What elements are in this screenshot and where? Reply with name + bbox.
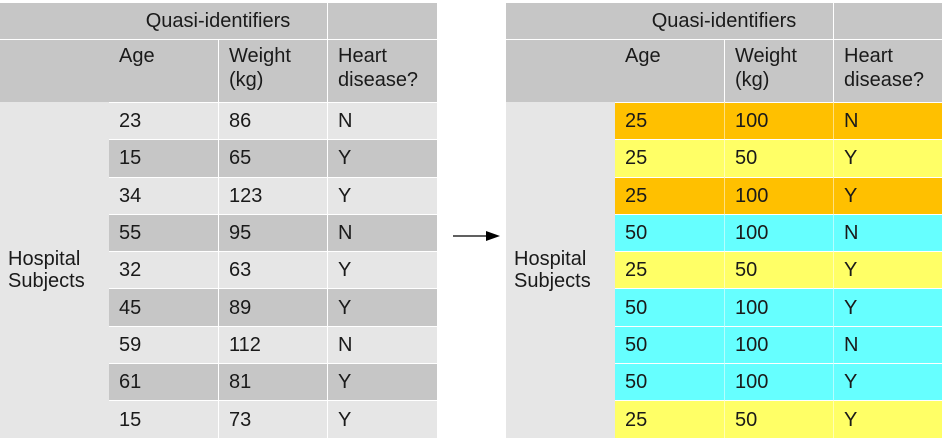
weight-cell: 63: [219, 251, 328, 289]
heart-disease-cell: Y: [834, 251, 942, 289]
weight-cell: 95: [219, 213, 328, 252]
column-header-age: Age: [109, 40, 219, 102]
heart-disease-cell: Y: [328, 363, 437, 401]
age-cell: 50: [615, 288, 725, 326]
heart-disease-cell: Y: [328, 400, 437, 438]
heart-disease-cell: N: [834, 102, 942, 140]
weight-cell: 100: [725, 363, 834, 401]
heart-disease-cell: Y: [834, 139, 942, 177]
heart-disease-cell: Y: [834, 176, 942, 214]
header-blank: [328, 3, 437, 40]
weight-cell: 65: [219, 139, 328, 177]
weight-cell: 89: [219, 288, 328, 326]
heart-disease-cell: Y: [328, 139, 437, 177]
anonymized-table: Quasi-identifiers Age Weight (kg) Heart dis…: [506, 3, 942, 438]
heart-disease-cell: Y: [328, 176, 437, 214]
heart-disease-cell: Y: [328, 251, 437, 289]
age-cell: 45: [109, 288, 219, 326]
age-cell: 23: [109, 102, 219, 140]
heart-disease-cell: N: [328, 213, 437, 252]
row-group-label: Hospital Subjects: [0, 102, 109, 438]
weight-cell: 81: [219, 363, 328, 401]
age-cell: 59: [109, 325, 219, 364]
row-group-label: Hospital Subjects: [506, 102, 615, 438]
heart-disease-cell: N: [328, 325, 437, 364]
weight-cell: 86: [219, 102, 328, 140]
age-cell: 25: [615, 251, 725, 289]
heart-disease-cell: N: [328, 102, 437, 140]
age-cell: 25: [615, 139, 725, 177]
original-table: Quasi-identifiers Age Weight (kg) Heart dis…: [0, 3, 437, 438]
header-corner-lower: [506, 40, 615, 102]
header-corner: [506, 3, 615, 40]
weight-cell: 50: [725, 251, 834, 289]
column-header-age: Age: [615, 40, 725, 102]
weight-cell: 123: [219, 176, 328, 214]
weight-cell: 100: [725, 213, 834, 252]
header-blank: [834, 3, 942, 40]
age-cell: 15: [109, 139, 219, 177]
age-cell: 15: [109, 400, 219, 438]
column-header-heart-disease: Heart disease?: [834, 40, 942, 102]
heart-disease-cell: Y: [834, 288, 942, 326]
right-arrow-icon: [453, 231, 500, 241]
age-cell: 50: [615, 325, 725, 364]
column-header-weight: Weight (kg): [725, 40, 834, 102]
column-header-weight: Weight (kg): [219, 40, 328, 102]
column-header-heart-disease: Heart disease?: [328, 40, 437, 102]
age-cell: 50: [615, 363, 725, 401]
heart-disease-cell: N: [834, 325, 942, 364]
weight-cell: 100: [725, 288, 834, 326]
weight-cell: 73: [219, 400, 328, 438]
heart-disease-cell: N: [834, 213, 942, 252]
quasi-identifiers-header: Quasi-identifiers: [615, 3, 834, 40]
weight-cell: 100: [725, 176, 834, 214]
weight-cell: 112: [219, 325, 328, 364]
weight-cell: 50: [725, 400, 834, 438]
quasi-identifiers-header: Quasi-identifiers: [109, 3, 328, 40]
age-cell: 25: [615, 102, 725, 140]
age-cell: 32: [109, 251, 219, 289]
weight-cell: 100: [725, 325, 834, 364]
heart-disease-cell: Y: [328, 288, 437, 326]
heart-disease-cell: Y: [834, 363, 942, 401]
age-cell: 25: [615, 400, 725, 438]
age-cell: 55: [109, 213, 219, 252]
age-cell: 34: [109, 176, 219, 214]
weight-cell: 100: [725, 102, 834, 140]
header-corner-lower: [0, 40, 109, 102]
weight-cell: 50: [725, 139, 834, 177]
age-cell: 50: [615, 213, 725, 252]
heart-disease-cell: Y: [834, 400, 942, 438]
age-cell: 25: [615, 176, 725, 214]
age-cell: 61: [109, 363, 219, 401]
header-corner: [0, 3, 109, 40]
